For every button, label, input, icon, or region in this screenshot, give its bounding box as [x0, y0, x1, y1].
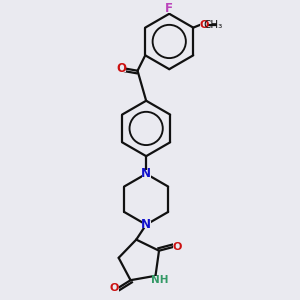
Text: O: O — [173, 242, 182, 252]
FancyBboxPatch shape — [118, 65, 126, 72]
Text: NH: NH — [152, 274, 169, 285]
Text: O: O — [116, 62, 126, 75]
Text: N: N — [141, 218, 151, 231]
Text: N: N — [141, 167, 151, 180]
Text: F: F — [165, 2, 173, 15]
Text: O: O — [110, 283, 119, 293]
FancyBboxPatch shape — [165, 5, 174, 13]
FancyBboxPatch shape — [112, 284, 118, 291]
FancyBboxPatch shape — [200, 21, 208, 28]
Text: CH₃: CH₃ — [204, 20, 223, 29]
FancyBboxPatch shape — [173, 243, 180, 250]
FancyBboxPatch shape — [153, 276, 166, 283]
Text: O: O — [199, 20, 209, 29]
FancyBboxPatch shape — [142, 221, 151, 229]
FancyBboxPatch shape — [142, 170, 151, 178]
